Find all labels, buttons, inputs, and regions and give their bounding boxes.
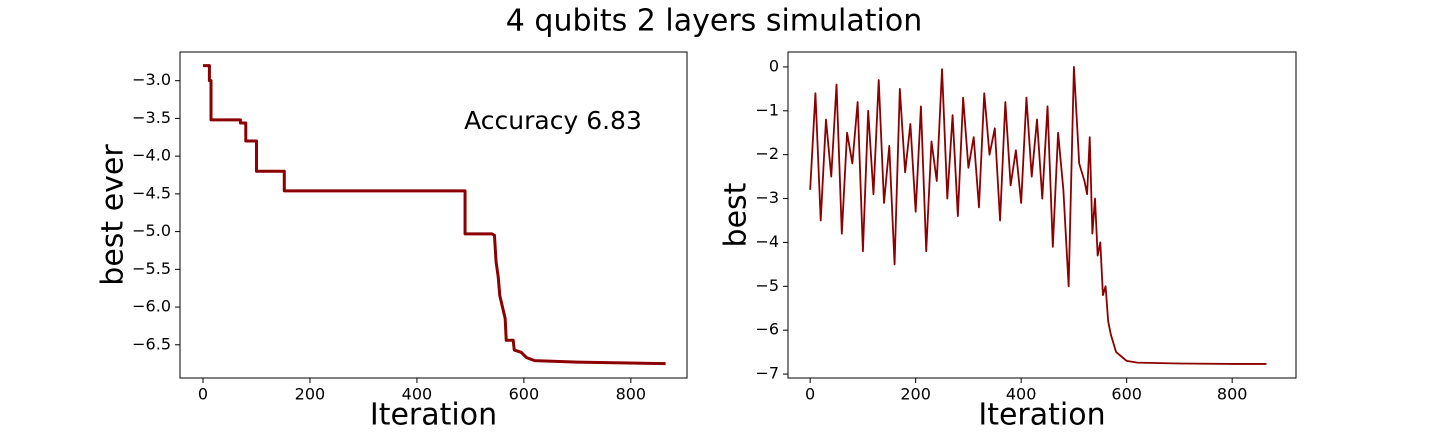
y-tick-label: −4 bbox=[755, 232, 779, 251]
y-tick-label: 0 bbox=[769, 56, 779, 75]
x-tick-label: 0 bbox=[805, 385, 815, 404]
x-axis-label: Iteration bbox=[978, 398, 1105, 432]
y-tick-label: −5 bbox=[755, 276, 779, 295]
x-tick-label: 600 bbox=[1111, 385, 1142, 404]
y-axis-label: best ever bbox=[96, 144, 131, 286]
x-tick-label: 800 bbox=[1217, 385, 1248, 404]
y-axis-label: best bbox=[719, 182, 754, 247]
x-tick-label: 0 bbox=[198, 385, 208, 404]
y-tick-label: −4.0 bbox=[132, 146, 171, 165]
x-tick-label: 400 bbox=[402, 385, 433, 404]
y-tick-label: −2 bbox=[755, 144, 779, 163]
x-tick-label: 600 bbox=[509, 385, 540, 404]
annotation: Accuracy 6.83 bbox=[464, 106, 642, 135]
y-tick-label: −5.0 bbox=[132, 221, 171, 240]
plot-frame bbox=[179, 51, 688, 379]
y-tick-label: −5.5 bbox=[132, 259, 171, 278]
x-tick-label: 200 bbox=[900, 385, 931, 404]
x-tick-label: 400 bbox=[1006, 385, 1037, 404]
x-axis-label: Iteration bbox=[370, 398, 497, 432]
data-line bbox=[809, 66, 1267, 365]
data-line bbox=[203, 64, 666, 366]
figure-title: 4 qubits 2 layers simulation bbox=[506, 4, 922, 39]
y-tick-label: −6 bbox=[755, 320, 779, 339]
y-tick-label: −6.5 bbox=[132, 334, 171, 353]
y-tick-label: −7 bbox=[755, 364, 779, 383]
y-tick-label: −6.0 bbox=[132, 297, 171, 316]
x-tick-label: 800 bbox=[616, 385, 647, 404]
y-tick-label: −3 bbox=[755, 188, 779, 207]
y-tick-label: −4.5 bbox=[132, 183, 171, 202]
x-tick-label: 200 bbox=[295, 385, 326, 404]
y-tick-label: −3.5 bbox=[132, 108, 171, 127]
y-tick-label: −1 bbox=[755, 100, 779, 119]
plot-frame bbox=[787, 51, 1297, 379]
y-tick-label: −3.0 bbox=[132, 70, 171, 89]
